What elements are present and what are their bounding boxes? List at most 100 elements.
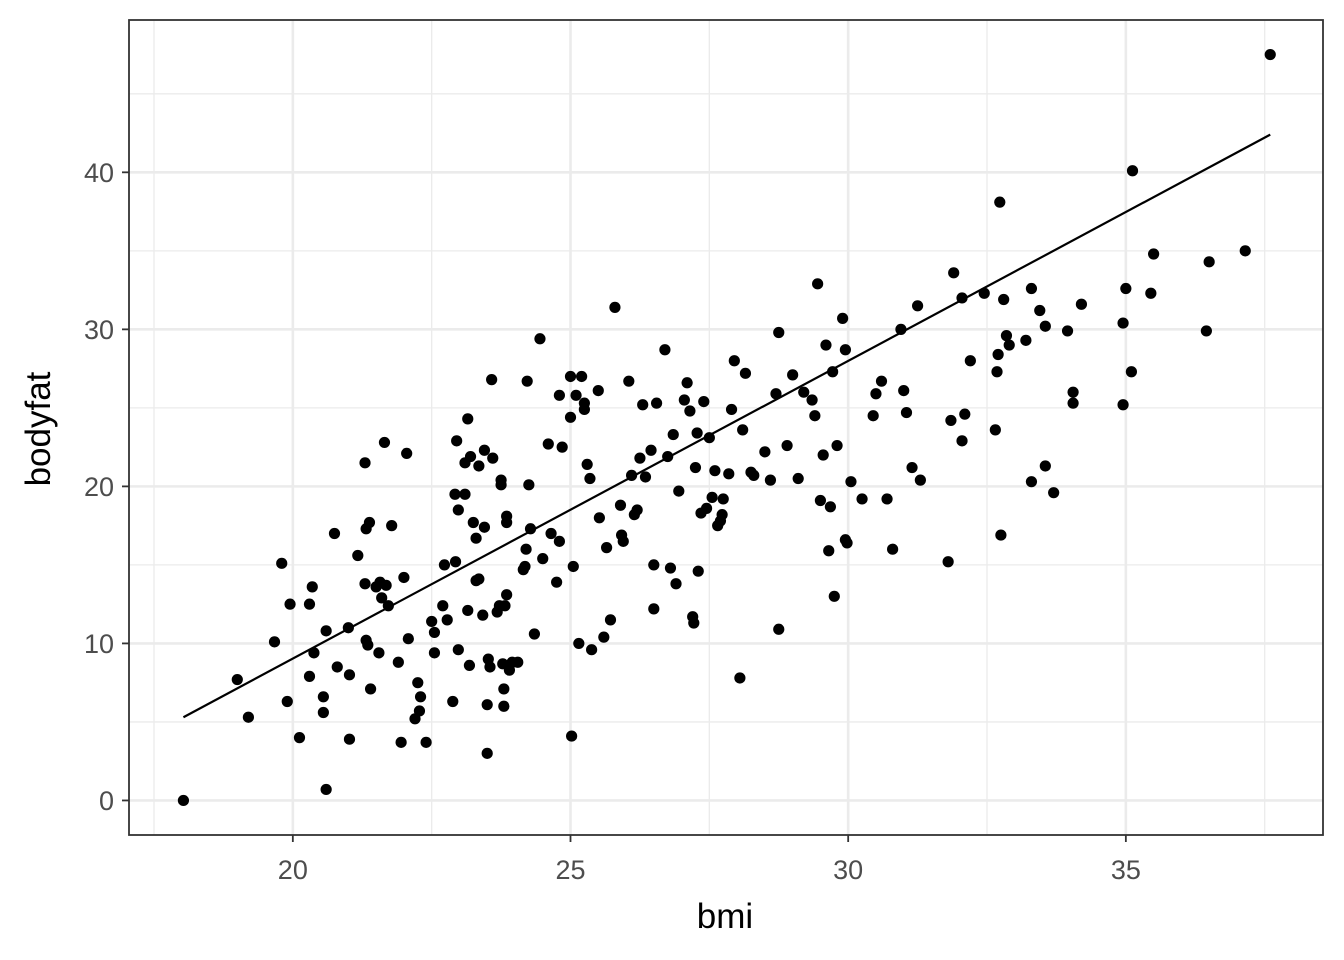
major-gridlines <box>129 20 1323 835</box>
y-axis-ticks: 0 10 20 30 40 <box>84 158 129 816</box>
data-point <box>648 559 660 571</box>
data-point <box>1061 325 1074 337</box>
data-point <box>900 406 913 419</box>
data-point <box>1120 282 1132 295</box>
data-point <box>437 600 449 612</box>
data-point <box>553 535 565 547</box>
data-point <box>689 461 702 474</box>
regression-line <box>182 133 1271 719</box>
data-point <box>1264 48 1276 61</box>
data-point <box>748 469 760 481</box>
data-point <box>452 644 464 656</box>
data-point <box>392 656 404 668</box>
data-point <box>1126 165 1139 177</box>
data-point <box>964 355 976 367</box>
data-point <box>281 695 293 708</box>
data-point <box>441 614 453 626</box>
data-point <box>956 435 968 447</box>
data-point <box>592 384 604 397</box>
data-point <box>764 474 777 486</box>
data-point <box>567 560 579 573</box>
data-point <box>809 410 821 422</box>
y-tick-label: 0 <box>99 786 114 816</box>
data-point <box>586 644 598 656</box>
data-point <box>481 747 493 759</box>
data-point <box>956 292 968 304</box>
data-point <box>481 699 493 711</box>
data-point <box>717 493 729 505</box>
data-point <box>598 631 610 643</box>
data-point <box>177 794 190 807</box>
data-point <box>906 461 918 474</box>
data-point <box>839 344 852 356</box>
data-point <box>911 300 924 312</box>
data-point <box>728 355 740 367</box>
data-point <box>1203 256 1215 268</box>
y-tick-label: 20 <box>84 472 114 502</box>
panel-border <box>128 19 1324 836</box>
data-point <box>231 673 243 686</box>
data-point <box>706 491 718 503</box>
data-point <box>487 452 499 464</box>
data-point <box>495 474 507 486</box>
data-point <box>792 472 804 485</box>
data-point <box>342 622 354 634</box>
data-point <box>867 410 879 422</box>
data-point <box>499 600 511 612</box>
data-point <box>959 408 971 420</box>
y-tick-label: 30 <box>84 315 114 345</box>
data-point <box>841 537 853 549</box>
data-point <box>470 532 482 544</box>
data-point <box>362 639 374 651</box>
data-point <box>317 691 329 703</box>
data-point <box>673 485 685 497</box>
data-point <box>820 339 832 351</box>
data-point <box>303 670 316 682</box>
data-point <box>343 733 356 745</box>
data-point <box>382 600 394 612</box>
data-point <box>887 543 899 555</box>
data-point <box>637 399 649 411</box>
data-point <box>998 293 1010 306</box>
data-point <box>464 450 477 463</box>
data-point <box>725 403 738 416</box>
data-point <box>564 411 577 423</box>
data-point <box>512 656 524 668</box>
data-point <box>581 458 593 471</box>
data-point <box>1117 317 1129 329</box>
data-point <box>1239 245 1251 257</box>
data-point <box>625 469 638 481</box>
data-point <box>501 589 513 601</box>
data-point <box>498 683 510 695</box>
data-point <box>723 468 735 480</box>
data-point <box>870 388 882 400</box>
data-point <box>376 592 388 604</box>
data-point <box>700 502 713 514</box>
data-point <box>566 730 578 742</box>
data-point <box>773 326 785 339</box>
data-point <box>268 636 281 648</box>
data-point <box>609 301 621 313</box>
data-point <box>978 287 990 299</box>
data-point <box>1148 248 1160 260</box>
data-point <box>551 576 563 588</box>
data-point <box>449 556 462 568</box>
data-point <box>994 196 1006 208</box>
data-point <box>678 394 690 406</box>
data-point <box>856 493 868 505</box>
data-point <box>519 560 531 573</box>
data-point <box>352 549 364 562</box>
data-point <box>662 450 674 463</box>
data-point <box>386 520 398 532</box>
data-point <box>781 439 793 452</box>
data-point <box>1067 386 1079 398</box>
data-point <box>320 783 332 796</box>
data-point <box>438 559 451 571</box>
data-point <box>317 706 329 719</box>
data-point <box>463 659 476 672</box>
data-point <box>806 394 818 406</box>
data-point <box>770 388 782 400</box>
data-point <box>413 705 426 717</box>
data-point <box>537 553 549 565</box>
